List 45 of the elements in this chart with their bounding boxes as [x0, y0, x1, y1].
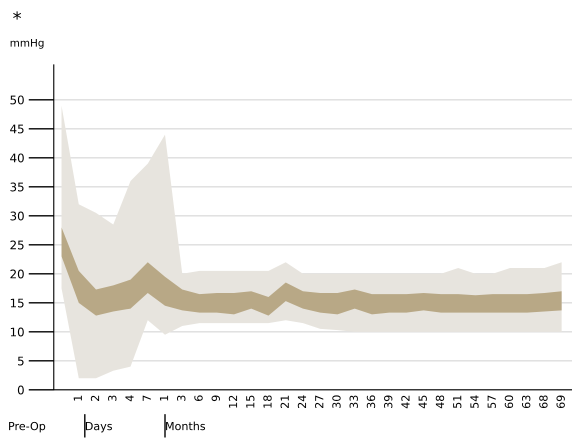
text: Days: [86, 422, 112, 432]
x-tick-label: 69: [556, 395, 565, 408]
y-tick-label: 0: [18, 386, 24, 394]
x-tick-label: 6: [194, 395, 203, 401]
x-tick-label: 18: [263, 395, 272, 408]
x-tick-label: 60: [504, 395, 514, 408]
y-tick-label: 20: [10, 270, 24, 278]
x-tick-label: 36: [366, 395, 376, 408]
x-tick-label: 1: [74, 396, 82, 401]
y-tick-label: 15: [10, 298, 24, 308]
x-tick-label: 39: [384, 395, 392, 408]
x-tick-label: 33: [350, 396, 358, 408]
x-tick-label: 42: [401, 396, 410, 408]
x-tick-label: 27: [315, 396, 324, 408]
y-tick-label: 45: [10, 124, 24, 134]
y-tick-label: 50: [10, 96, 24, 104]
x-tick-label: 57: [488, 396, 496, 408]
x-tick-label: 7: [142, 396, 151, 401]
y-tick-label: 30: [10, 212, 24, 220]
x-tick-label: 12: [228, 396, 238, 408]
text: Pre-Op: [9, 422, 46, 432]
x-tick-label: 1: [160, 396, 168, 401]
x-tick-label: 54: [470, 395, 479, 408]
x-tick-label: 9: [212, 395, 220, 402]
y-axis-title: mmHg: [10, 38, 44, 49]
x-tick-label: 63: [522, 396, 530, 408]
x-tick-label: 48: [436, 395, 444, 408]
x-tick-label: 45: [418, 396, 427, 408]
x-tick-label: 24: [298, 395, 306, 408]
x-tick-label: 21: [280, 396, 289, 408]
y-tick-label: 10: [10, 328, 24, 336]
x-tick-label: 30: [332, 395, 341, 408]
x-tick-label: 51: [453, 396, 462, 408]
chart-title: *: [13, 11, 22, 20]
x-tick-label: 4: [125, 395, 134, 402]
y-tick-label: 5: [18, 356, 24, 366]
y-tick-label: 25: [10, 240, 24, 250]
x-tick-label: 68: [539, 395, 548, 408]
x-tick-label: 3: [108, 396, 116, 401]
x-tick-label: 2: [90, 396, 100, 401]
y-tick-label: 35: [10, 182, 24, 192]
x-tick-label: 15: [246, 396, 254, 408]
y-tick-label: 40: [10, 154, 24, 162]
text: Months: [166, 422, 206, 430]
x-tick-label: 3: [177, 396, 186, 401]
